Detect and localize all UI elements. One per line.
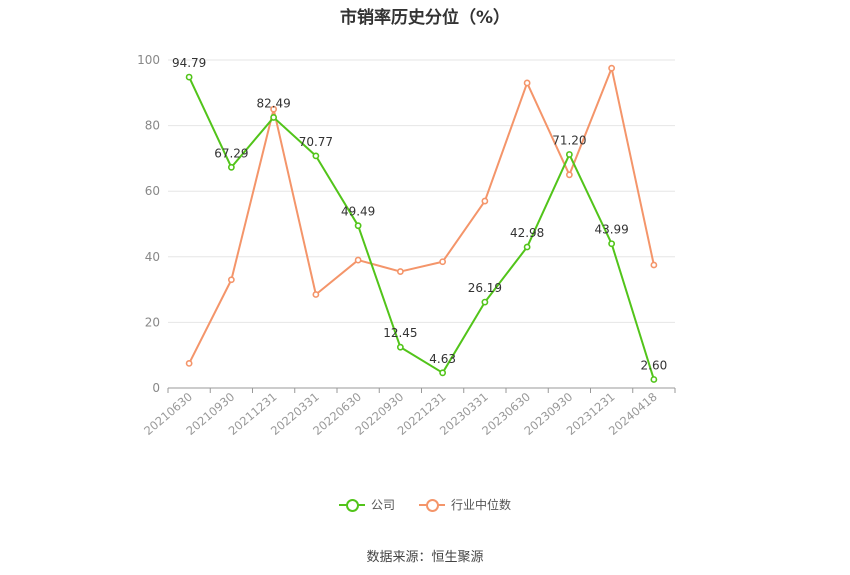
- series-lines: [185, 64, 658, 383]
- gridlines: [168, 59, 675, 323]
- y-tick-label: 0: [152, 381, 160, 395]
- data-label: 67.29: [214, 146, 248, 160]
- chart-title: 市销率历史分位（%）: [339, 8, 511, 28]
- data-point-1: [354, 256, 362, 264]
- data-point-1: [312, 291, 320, 298]
- data-point-1: [481, 197, 489, 205]
- data-point-1: [270, 105, 278, 113]
- legend-swatch-company: [338, 498, 365, 512]
- data-label: 70.77: [299, 135, 333, 149]
- legend-swatch-industry-median: [419, 498, 445, 512]
- y-tick-label: 40: [145, 250, 160, 264]
- legend: 公司 行业中位数: [0, 496, 850, 513]
- legend-label-company: 公司: [370, 498, 395, 512]
- data-point-0: [481, 298, 489, 306]
- data-point-0: [354, 222, 362, 230]
- data-point-1: [396, 268, 404, 275]
- y-tick-label: 60: [145, 184, 160, 198]
- data-point-0: [270, 114, 278, 121]
- y-axis: 0 20 40 60 80 100: [137, 53, 160, 395]
- data-point-0: [523, 243, 531, 251]
- data-label: 94.79: [172, 56, 206, 70]
- data-point-1: [565, 171, 573, 179]
- data-point-1: [650, 261, 658, 269]
- data-point-0: [227, 163, 235, 171]
- series-line-0: [188, 76, 655, 380]
- data-point-0: [608, 240, 616, 248]
- legend-item-company[interactable]: 公司: [338, 496, 395, 513]
- series-line-1: [188, 67, 655, 364]
- source-note: 数据来源：恒生聚源: [366, 550, 484, 565]
- data-point-0: [565, 151, 573, 158]
- data-point-0: [396, 343, 404, 351]
- data-labels: 94.79 67.29 82.49 70.77 49.49 12.45 4.63 26.19 4…: [172, 56, 667, 372]
- legend-item-industry-median[interactable]: 行业中位数: [419, 496, 511, 513]
- data-point-1: [185, 359, 193, 367]
- data-point-0: [650, 376, 658, 383]
- legend-label-industry-median: 行业中位数: [451, 498, 512, 512]
- data-point-1: [608, 64, 616, 72]
- data-label: 43.99: [594, 223, 628, 237]
- data-point-1: [227, 276, 235, 284]
- y-tick-label: 20: [145, 315, 160, 329]
- data-label: 12.45: [383, 326, 417, 340]
- y-tick-label: 100: [137, 53, 160, 67]
- data-point-0: [439, 369, 447, 377]
- y-tick-label: 80: [145, 119, 160, 133]
- data-label: 42.98: [510, 226, 544, 240]
- data-point-1: [439, 258, 447, 266]
- data-label: 2.60: [641, 358, 668, 372]
- data-label: 26.19: [468, 281, 502, 295]
- data-point-0: [312, 152, 320, 160]
- x-axis: 2021063020210930202112312022033120220630…: [141, 387, 676, 438]
- data-point-1: [523, 79, 531, 87]
- chart-plot: 0 20 40 60 80 100 202106302021093020211231202…: [137, 53, 676, 438]
- data-label: 49.49: [341, 205, 375, 219]
- data-label: 82.49: [256, 96, 290, 110]
- data-label: 71.20: [552, 133, 586, 147]
- data-point-0: [185, 73, 193, 81]
- data-label: 4.63: [429, 352, 456, 366]
